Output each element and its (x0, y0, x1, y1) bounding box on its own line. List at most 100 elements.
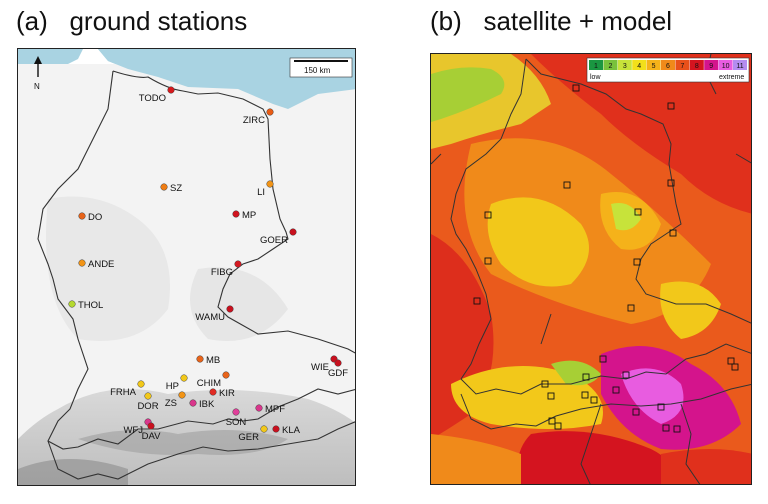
station-label-ger: GER (238, 432, 259, 443)
station-marker-mp (232, 210, 240, 218)
station-label-son: SON (226, 417, 247, 428)
legend-swatch-6 (661, 60, 675, 70)
legend-class-label: 5 (652, 63, 656, 70)
station-marker-gdf (334, 359, 342, 367)
legend-class-label: 11 (736, 63, 743, 70)
station-square-marker (548, 417, 556, 425)
station-marker-mpf (255, 404, 263, 412)
station-label-ande: ANDE (88, 259, 114, 270)
station-label-zs: ZS (165, 398, 177, 409)
legend-class-label: 8 (695, 63, 699, 70)
raster-north-red (531, 54, 751, 214)
raster-mid-lightgreen (611, 203, 641, 231)
station-square-marker (563, 181, 571, 189)
raster-south-red (661, 449, 751, 484)
station-square-marker (667, 102, 675, 110)
station-marker-son (232, 408, 240, 416)
station-label-frha: FRHA (110, 387, 137, 398)
station-label-goer: GOER (260, 235, 288, 246)
station-square-marker (627, 304, 635, 312)
relief-hills-2 (190, 267, 288, 341)
station-square-marker (673, 425, 681, 433)
legend-swatches: 1 2 3 4 5 6 7 8 9 10 11 (589, 60, 747, 70)
station-label-mp: MP (242, 210, 256, 221)
station-marker-ibk (189, 399, 197, 407)
station-square-marker (541, 380, 549, 388)
station-square-marker (633, 258, 641, 266)
legend-swatch-1 (589, 60, 603, 70)
ground-stations-svg: N 150 km TODO ZIRC SZ LI DO MP GOER FIBG ANDE THO… (18, 49, 355, 485)
raster-west-green (431, 67, 505, 122)
station-square-marker (547, 392, 555, 400)
legend-high-label: extreme (719, 74, 744, 81)
station-square-marker (599, 355, 607, 363)
station-label-li: LI (257, 187, 265, 198)
raster-south-orange (431, 434, 521, 484)
country-borders (37, 70, 355, 480)
station-label-zirc: ZIRC (243, 115, 265, 126)
station-marker-thol (68, 300, 76, 308)
alps-relief-dark-2 (18, 459, 128, 485)
satellite-model-map: 1 2 3 4 5 6 7 8 9 10 11 low extreme (430, 53, 752, 485)
legend-swatch-3 (617, 60, 632, 70)
raster-alps-pink (621, 368, 684, 424)
station-square-marker (590, 396, 598, 404)
relief-hills (46, 196, 170, 341)
stations-layer: TODO ZIRC SZ LI DO MP GOER FIBG ANDE THOL WAMU MB WI… (68, 86, 348, 443)
station-square-marker (634, 208, 642, 216)
legend-swatch-11 (733, 60, 747, 70)
station-marker-dav (147, 422, 155, 430)
scale-label: 150 km (304, 66, 331, 75)
legend-swatch-10 (718, 60, 733, 70)
station-marker-li (266, 180, 274, 188)
raster-east-yellow (660, 281, 721, 339)
station-marker-dor (144, 392, 152, 400)
legend-class-label: 1 (594, 63, 598, 70)
station-label-wie: WIE (311, 362, 329, 373)
station-label-mpf: MPF (265, 404, 285, 415)
station-label-mb: MB (206, 355, 220, 366)
legend-class-label: 6 (666, 63, 670, 70)
station-label-wamu: WAMU (195, 312, 225, 323)
station-marker-frha (137, 380, 145, 388)
station-square-marker (554, 422, 562, 430)
station-marker-chim (222, 371, 230, 379)
station-marker-ger (260, 425, 268, 433)
station-markers-layer (473, 84, 739, 433)
legend-class-label: 10 (722, 63, 730, 70)
station-label-chim: CHIM (197, 378, 221, 389)
station-marker-wamu (226, 305, 234, 313)
station-square-marker (473, 297, 481, 305)
station-square-marker (727, 357, 735, 365)
station-label-kir: KIR (219, 388, 235, 399)
station-marker-hp (180, 374, 188, 382)
station-square-marker (632, 408, 640, 416)
panel-a-title: (a) ground stations (16, 6, 248, 36)
legend-class-label: 4 (637, 63, 641, 70)
station-label-wfj: WFJ (123, 425, 143, 436)
north-label: N (34, 82, 40, 91)
station-marker-kla (272, 425, 280, 433)
legend-swatch-7 (675, 60, 690, 70)
station-square-marker (731, 363, 739, 371)
panel-b-title: (b) satellite + model (430, 6, 673, 36)
station-marker-do (78, 212, 86, 220)
station-label-dav: DAV (142, 431, 161, 442)
legend-swatch-5 (646, 60, 661, 70)
legend: 1 2 3 4 5 6 7 8 9 10 11 low extreme (586, 57, 750, 83)
station-marker-kir (209, 388, 217, 396)
legend-class-label: 3 (623, 63, 627, 70)
scale-bar-box (289, 57, 353, 78)
station-square-marker (572, 84, 580, 92)
station-label-todo: TODO (139, 93, 166, 104)
station-marker-zirc (266, 108, 274, 116)
north-arrow-head (34, 56, 42, 64)
station-square-marker (657, 403, 665, 411)
raster-alps-red (517, 431, 674, 484)
station-marker-ande (78, 259, 86, 267)
station-marker-zs (178, 391, 186, 399)
legend-swatch-8 (689, 60, 704, 70)
station-label-dor: DOR (137, 401, 158, 412)
station-label-hp: HP (166, 381, 179, 392)
station-label-thol: THOL (78, 300, 103, 311)
